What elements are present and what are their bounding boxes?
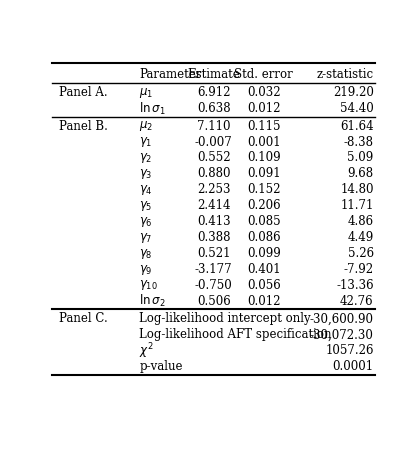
Text: $\gamma_1$: $\gamma_1$ <box>139 135 153 149</box>
Text: -30,072.30: -30,072.30 <box>310 328 374 342</box>
Text: 0.552: 0.552 <box>197 152 231 165</box>
Text: z-statistic: z-statistic <box>317 68 374 81</box>
Text: 4.49: 4.49 <box>347 231 374 244</box>
Text: 0.638: 0.638 <box>197 102 231 115</box>
Text: 54.40: 54.40 <box>340 102 374 115</box>
Text: 4.86: 4.86 <box>347 215 374 228</box>
Text: -0.750: -0.750 <box>195 279 233 292</box>
Text: 9.68: 9.68 <box>347 167 374 180</box>
Text: 0.085: 0.085 <box>247 215 281 228</box>
Text: 0.401: 0.401 <box>247 263 281 276</box>
Text: $\gamma_4$: $\gamma_4$ <box>139 183 153 197</box>
Text: 0.152: 0.152 <box>247 183 281 196</box>
Text: $\gamma_7$: $\gamma_7$ <box>139 231 153 245</box>
Text: $\mu_2$: $\mu_2$ <box>139 119 153 133</box>
Text: 7.110: 7.110 <box>197 120 231 133</box>
Text: 2.414: 2.414 <box>197 199 231 212</box>
Text: $\gamma_{10}$: $\gamma_{10}$ <box>139 279 158 292</box>
Text: Estimate: Estimate <box>187 68 240 81</box>
Text: $\gamma_5$: $\gamma_5$ <box>139 199 153 213</box>
Text: -8.38: -8.38 <box>344 135 374 148</box>
Text: 0.012: 0.012 <box>247 295 281 308</box>
Text: Log-likelihood intercept only: Log-likelihood intercept only <box>139 312 311 325</box>
Text: 0.206: 0.206 <box>247 199 281 212</box>
Text: $\chi^2$: $\chi^2$ <box>139 341 154 360</box>
Text: Log-likelihood AFT specification: Log-likelihood AFT specification <box>139 328 332 342</box>
Text: Parameter: Parameter <box>139 68 202 81</box>
Text: -3.177: -3.177 <box>195 263 233 276</box>
Text: 6.912: 6.912 <box>197 86 231 99</box>
Text: $\ln \sigma_1$: $\ln \sigma_1$ <box>139 100 166 117</box>
Text: 0.388: 0.388 <box>197 231 231 244</box>
Text: 5.26: 5.26 <box>347 247 374 260</box>
Text: 0.0001: 0.0001 <box>333 360 374 374</box>
Text: 0.413: 0.413 <box>197 215 231 228</box>
Text: -13.36: -13.36 <box>336 279 374 292</box>
Text: 0.001: 0.001 <box>247 135 281 148</box>
Text: 0.109: 0.109 <box>247 152 281 165</box>
Text: 0.880: 0.880 <box>197 167 231 180</box>
Text: -0.007: -0.007 <box>195 135 233 148</box>
Text: Panel B.: Panel B. <box>58 120 108 133</box>
Text: p-value: p-value <box>139 360 183 374</box>
Text: -7.92: -7.92 <box>344 263 374 276</box>
Text: $\gamma_2$: $\gamma_2$ <box>139 151 153 165</box>
Text: 0.091: 0.091 <box>247 167 281 180</box>
Text: 61.64: 61.64 <box>340 120 374 133</box>
Text: Panel C.: Panel C. <box>58 312 107 325</box>
Text: Panel A.: Panel A. <box>58 86 107 99</box>
Text: $\gamma_9$: $\gamma_9$ <box>139 262 153 277</box>
Text: $\mu_1$: $\mu_1$ <box>139 86 153 99</box>
Text: 0.115: 0.115 <box>247 120 281 133</box>
Text: $\gamma_6$: $\gamma_6$ <box>139 215 153 229</box>
Text: 0.506: 0.506 <box>197 295 231 308</box>
Text: Std. error: Std. error <box>234 68 293 81</box>
Text: 1057.26: 1057.26 <box>325 344 374 357</box>
Text: 0.086: 0.086 <box>247 231 281 244</box>
Text: 0.012: 0.012 <box>247 102 281 115</box>
Text: 11.71: 11.71 <box>340 199 374 212</box>
Text: 5.09: 5.09 <box>347 152 374 165</box>
Text: 0.032: 0.032 <box>247 86 281 99</box>
Text: -30,600.90: -30,600.90 <box>310 312 374 325</box>
Text: 0.056: 0.056 <box>247 279 281 292</box>
Text: $\gamma_3$: $\gamma_3$ <box>139 167 153 181</box>
Text: 14.80: 14.80 <box>340 183 374 196</box>
Text: 42.76: 42.76 <box>340 295 374 308</box>
Text: 0.099: 0.099 <box>247 247 281 260</box>
Text: 2.253: 2.253 <box>197 183 231 196</box>
Text: $\ln \sigma_2$: $\ln \sigma_2$ <box>139 293 166 310</box>
Text: 0.521: 0.521 <box>197 247 231 260</box>
Text: 219.20: 219.20 <box>333 86 374 99</box>
Text: $\gamma_8$: $\gamma_8$ <box>139 247 153 261</box>
